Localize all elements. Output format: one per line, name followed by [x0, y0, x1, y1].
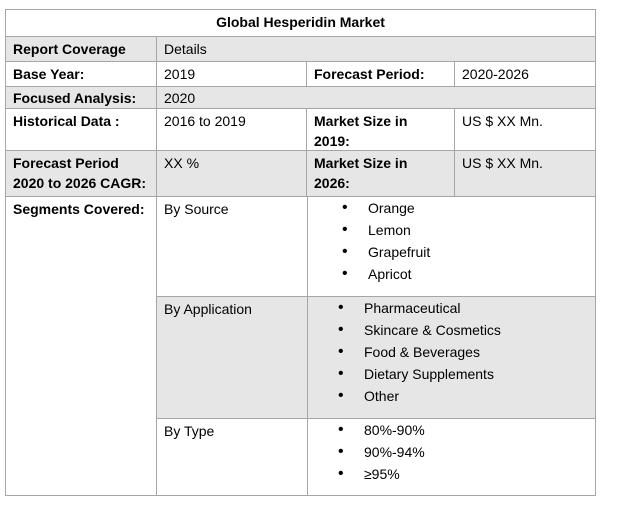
- segment-items: 80%-90% 90%-94% ≥95%: [307, 419, 595, 495]
- list-item: Other: [338, 385, 588, 407]
- segments-covered-label: Segments Covered:: [13, 201, 145, 217]
- segments-block: Segments Covered: By Source Orange Lemon…: [6, 196, 595, 495]
- segment-group: By Source Orange Lemon Grapefruit Aprico…: [157, 197, 595, 296]
- table-row: Historical Data : 2016 to 2019 Market Si…: [6, 108, 595, 150]
- historical-data-value: 2016 to 2019: [156, 109, 306, 150]
- cagr-value: XX %: [156, 151, 306, 196]
- segment-group-name: By Application: [164, 301, 252, 317]
- table-title: Global Hesperidin Market: [216, 14, 385, 30]
- list-item: Pharmaceutical: [338, 297, 588, 319]
- segments-groups: By Source Orange Lemon Grapefruit Aprico…: [156, 197, 595, 495]
- title-row: Global Hesperidin Market: [6, 10, 595, 36]
- segment-group-name: By Source: [164, 201, 229, 217]
- table-row: Report Coverage Details: [6, 36, 595, 61]
- segment-group-name: By Type: [164, 423, 215, 439]
- list-item: Apricot: [342, 263, 588, 285]
- list-item: 90%-94%: [338, 441, 588, 463]
- market-size-2019-value: US $ XX Mn.: [454, 109, 595, 150]
- segment-items: Pharmaceutical Skincare & Cosmetics Food…: [307, 297, 595, 418]
- table-row: Focused Analysis: 2020: [6, 86, 595, 108]
- market-size-2026-value: US $ XX Mn.: [454, 151, 595, 196]
- table-row: Base Year: 2019 Forecast Period: 2020-20…: [6, 61, 595, 86]
- forecast-period-value: 2020-2026: [454, 62, 595, 86]
- segment-group: By Application Pharmaceutical Skincare &…: [157, 296, 595, 418]
- list-item: Skincare & Cosmetics: [338, 319, 588, 341]
- base-year-label: Base Year:: [13, 66, 85, 82]
- cagr-label: Forecast Period 2020 to 2026 CAGR:: [13, 155, 147, 191]
- focused-analysis-label: Focused Analysis:: [13, 90, 137, 106]
- market-size-2026-label: Market Size in 2026:: [306, 151, 454, 196]
- segment-group: By Type 80%-90% 90%-94% ≥95%: [157, 418, 595, 495]
- table-row: Forecast Period 2020 to 2026 CAGR: XX % …: [6, 150, 595, 196]
- list-item: Grapefruit: [342, 241, 588, 263]
- list-item: Orange: [342, 197, 588, 219]
- report-coverage-label: Report Coverage: [13, 41, 126, 57]
- list-item: 80%-90%: [338, 419, 588, 441]
- report-coverage-value: Details: [156, 37, 595, 61]
- list-item: ≥95%: [338, 463, 588, 485]
- forecast-period-label: Forecast Period:: [306, 62, 454, 86]
- focused-analysis-value: 2020: [156, 87, 595, 108]
- list-item: Dietary Supplements: [338, 363, 588, 385]
- report-table: Global Hesperidin Market Report Coverage…: [5, 9, 596, 496]
- segment-items: Orange Lemon Grapefruit Apricot: [307, 197, 595, 296]
- historical-data-label: Historical Data :: [13, 113, 120, 129]
- base-year-value: 2019: [156, 62, 306, 86]
- list-item: Food & Beverages: [338, 341, 588, 363]
- list-item: Lemon: [342, 219, 588, 241]
- market-size-2019-label: Market Size in 2019:: [306, 109, 454, 150]
